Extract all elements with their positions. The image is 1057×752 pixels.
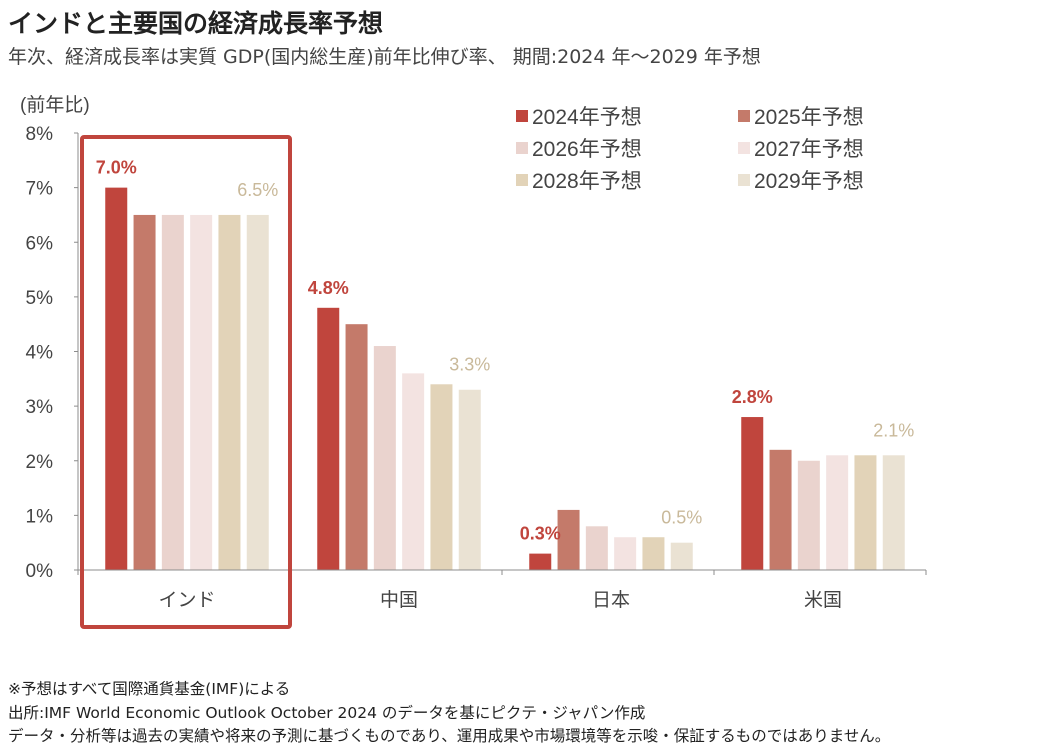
legend-item: 2025年予想: [738, 106, 864, 129]
y-tick-label: 4%: [26, 343, 54, 364]
bar: [402, 373, 425, 570]
bar: [585, 526, 608, 570]
data-label: 0.3%: [520, 524, 561, 544]
y-tick-label: 5%: [26, 288, 54, 309]
x-axis: インド 中国 日本 米国: [77, 569, 927, 611]
y-tick-label: 8%: [26, 124, 54, 145]
bar: [642, 537, 665, 570]
y-tick-label: 3%: [26, 397, 54, 418]
bar: [741, 417, 764, 570]
note-forecast-source: ※予想はすべて国際通貨基金(IMF)による: [8, 680, 291, 698]
footnotes: ※予想はすべて国際通貨基金(IMF)による 出所:IMF World Econo…: [8, 678, 890, 749]
data-label: 4.8%: [308, 278, 349, 298]
bar: [373, 346, 396, 570]
legend-item: 2027年予想: [738, 138, 864, 161]
legend-swatch: [516, 174, 528, 186]
legend-label: 2025年予想: [754, 106, 864, 129]
bar: [614, 537, 637, 570]
y-tick-label: 2%: [26, 452, 54, 473]
legend-label: 2024年予想: [532, 106, 642, 129]
bar: [190, 214, 213, 570]
y-tick-label: 7%: [26, 179, 54, 200]
legend: 2024年予想 2025年予想 2026年予想 2027年予想 2028年予想 2029年…: [516, 106, 864, 193]
y-tick-label: 6%: [26, 233, 54, 254]
legend-label: 2026年予想: [532, 138, 642, 161]
data-label: 0.5%: [661, 508, 702, 528]
legend-swatch: [516, 142, 528, 154]
legend-swatch: [738, 142, 750, 154]
legend-swatch: [738, 110, 750, 122]
bar: [826, 455, 849, 570]
x-tick-label: 米国: [804, 589, 842, 611]
bar: [317, 307, 340, 570]
data-label: 2.1%: [873, 420, 914, 440]
bar: [133, 214, 156, 570]
legend-item: 2026年予想: [516, 138, 642, 161]
data-label: 2.8%: [732, 387, 773, 407]
legend-label: 2028年予想: [532, 170, 642, 193]
legend-label: 2027年予想: [754, 138, 864, 161]
note-data-source: 出所:IMF World Economic Outlook October 20…: [8, 703, 646, 722]
highlight-frame: [80, 135, 292, 629]
legend-label: 2029年予想: [754, 170, 864, 193]
chart-title: インドと主要国の経済成長率予想: [8, 9, 384, 38]
bar-chart: (前年比) 0% 1% 2% 3% 4% 5% 6% 7% 8% 7.0% 6.5% 4.8% 3.3…: [20, 94, 927, 629]
bar: [345, 324, 368, 570]
legend-item: 2029年予想: [738, 170, 864, 193]
bar: [161, 214, 184, 570]
bar: [458, 389, 481, 570]
bar: [430, 384, 453, 570]
legend-swatch: [738, 174, 750, 186]
x-tick-label: 日本: [592, 589, 630, 611]
bar: [854, 455, 877, 570]
legend-item: 2024年予想: [516, 106, 642, 129]
legend-item: 2028年予想: [516, 170, 642, 193]
bar: [557, 509, 580, 570]
bar: [246, 214, 269, 570]
y-axis: 0% 1% 2% 3% 4% 5% 6% 7% 8%: [26, 124, 79, 582]
legend-swatch: [516, 110, 528, 122]
x-tick-label: 中国: [380, 589, 418, 611]
bar: [218, 214, 241, 570]
data-labels: 7.0% 6.5% 4.8% 3.3% 0.3% 0.5% 2.8% 2.1%: [96, 158, 915, 544]
bar: [670, 542, 693, 570]
chart-subtitle: 年次、経済成長率は実質 GDP(国内総生産)前年比伸び率、 期間:2024 年～…: [8, 46, 761, 68]
data-label: 7.0%: [96, 158, 137, 178]
y-tick-label: 1%: [26, 506, 54, 527]
x-tick-label: インド: [158, 590, 215, 611]
highlight-box: [80, 135, 292, 629]
bars: [105, 187, 905, 570]
data-label: 3.3%: [449, 355, 490, 375]
y-axis-label: (前年比): [20, 94, 90, 116]
data-label: 6.5%: [237, 180, 278, 200]
bar: [882, 455, 905, 570]
bar: [769, 449, 792, 570]
y-tick-label: 0%: [26, 561, 54, 582]
bar: [797, 460, 820, 570]
bar: [105, 187, 128, 570]
bar: [529, 553, 552, 570]
note-disclaimer: データ・分析等は過去の実績や将来の予測に基づくものであり、運用成果や市場環境等を…: [8, 727, 891, 745]
